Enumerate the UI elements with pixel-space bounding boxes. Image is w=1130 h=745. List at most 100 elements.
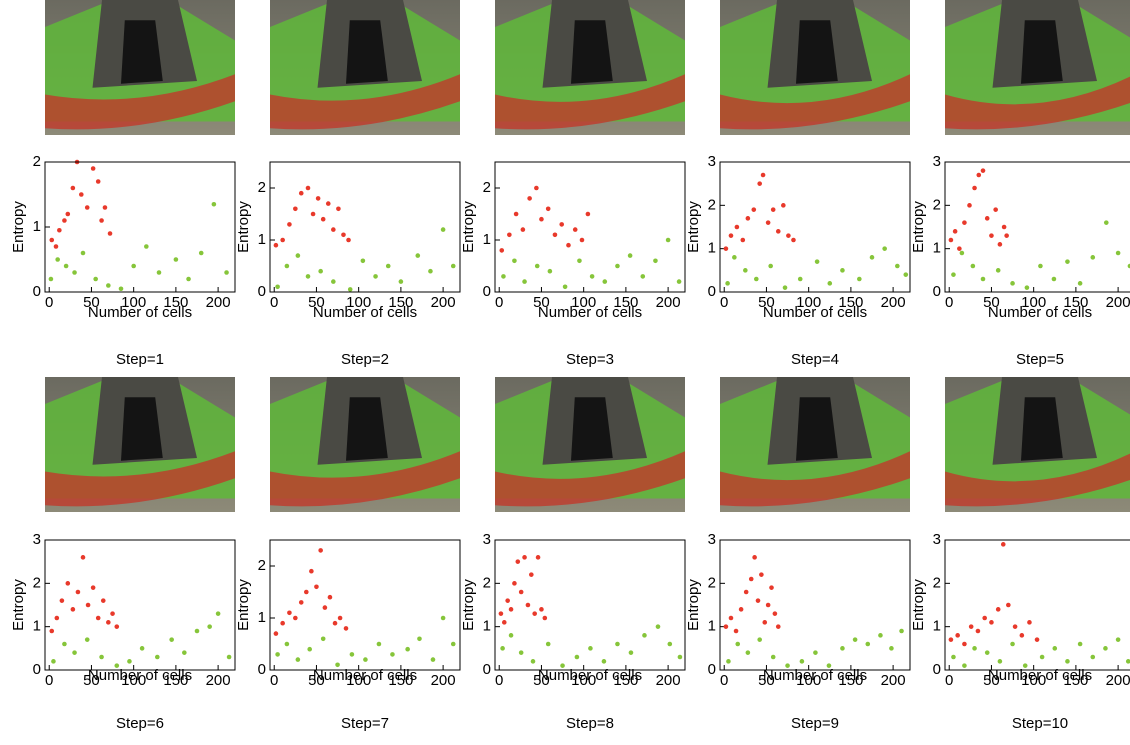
photo-red-region <box>720 451 910 507</box>
data-point <box>534 263 540 269</box>
x-tick-label: 50 <box>308 672 325 689</box>
data-point <box>127 659 132 664</box>
data-point <box>95 615 101 621</box>
data-point <box>530 659 536 664</box>
photo-red-region <box>495 74 685 130</box>
data-point <box>1077 641 1083 647</box>
data-point <box>139 646 145 651</box>
data-point <box>1034 637 1040 642</box>
data-point <box>341 232 346 238</box>
caption: Step=7 <box>341 715 389 732</box>
data-point <box>903 272 909 277</box>
plot-frame <box>494 161 686 293</box>
data-point <box>72 650 77 655</box>
x-tick-label: 150 <box>388 294 413 311</box>
panel: 0 1 2 0 50 100 150 200 Number of cells Entropy Ste… <box>235 377 461 732</box>
data-point <box>655 624 661 629</box>
data-point <box>751 207 757 212</box>
data-point <box>65 581 71 586</box>
data-point <box>57 227 62 233</box>
data-point <box>1115 250 1121 256</box>
panel: 0 1 2 3 0 50 100 150 200 Number of cells Entropy St… <box>685 377 911 732</box>
x-tick-label: 50 <box>83 672 100 689</box>
x-axis-label: Number of cells <box>538 304 642 321</box>
y-tick-label: 3 <box>483 531 491 548</box>
data-point <box>1027 620 1032 625</box>
data-point <box>615 263 620 269</box>
data-point <box>529 572 534 577</box>
data-point <box>337 615 343 621</box>
data-point <box>628 650 634 655</box>
photo-pit <box>346 20 388 84</box>
data-point <box>114 663 120 668</box>
data-point <box>53 244 59 249</box>
data-point <box>1012 624 1018 629</box>
data-point <box>155 654 160 660</box>
data-point <box>952 229 958 234</box>
y-tick-label: 0 <box>33 661 41 678</box>
data-point <box>450 263 456 269</box>
y-tick-label: 1 <box>33 618 41 635</box>
data-point <box>327 594 333 600</box>
y-tick-label: 0 <box>933 661 941 678</box>
data-point <box>725 281 730 286</box>
y-tick-label: 0 <box>933 283 941 300</box>
data-point <box>895 263 900 269</box>
data-point <box>534 185 539 191</box>
data-point <box>1051 276 1057 282</box>
data-point <box>951 272 956 277</box>
data-point <box>786 233 791 238</box>
data-point <box>760 172 766 178</box>
data-point <box>505 598 510 603</box>
data-point <box>501 620 507 625</box>
x-axis-label: Number of cells <box>988 304 1092 321</box>
data-point <box>840 268 845 273</box>
data-point <box>878 633 883 638</box>
data-point <box>360 258 366 264</box>
data-point <box>989 620 994 625</box>
data-point <box>114 624 120 629</box>
data-point <box>1006 602 1011 608</box>
x-axis-label: Number of cells <box>313 304 417 321</box>
photo-pit <box>1021 397 1063 461</box>
x-tick-label: 200 <box>1106 672 1130 689</box>
y-tick-label: 0 <box>258 283 266 300</box>
x-tick-label: 0 <box>720 672 728 689</box>
y-tick-label: 2 <box>258 557 266 574</box>
data-point <box>857 276 862 282</box>
data-point <box>665 237 671 243</box>
data-point <box>770 207 776 212</box>
data-point <box>49 237 55 243</box>
data-point <box>363 657 368 662</box>
data-point <box>59 598 65 603</box>
x-tick-label: 100 <box>346 672 371 689</box>
data-point <box>1039 654 1045 660</box>
data-point <box>1115 637 1121 642</box>
x-tick-label: 0 <box>270 294 278 311</box>
caption: Step=4 <box>791 351 839 368</box>
data-point <box>318 268 323 274</box>
data-point <box>428 268 433 274</box>
data-point <box>545 206 551 212</box>
data-point <box>307 646 312 652</box>
data-point <box>972 646 977 651</box>
data-point <box>955 633 960 638</box>
panel: 0 1 2 3 0 50 100 150 200 Number of cells Entropy St… <box>460 377 686 732</box>
data-point <box>984 216 990 221</box>
data-point <box>287 610 292 616</box>
panel: 0 1 2 3 0 50 100 150 200 Number of cells Entropy St… <box>910 0 1130 368</box>
panel: 0 1 2 0 50 100 150 200 Number of cells Entropy Ste… <box>10 0 236 368</box>
data-point <box>535 555 541 560</box>
data-point <box>65 211 71 217</box>
data-point <box>144 244 149 249</box>
data-point <box>385 263 391 269</box>
data-point <box>99 654 104 660</box>
y-tick-label: 0 <box>708 661 716 678</box>
y-tick-label: 2 <box>708 574 716 591</box>
data-point <box>588 646 593 651</box>
data-point <box>343 626 349 631</box>
data-point <box>577 258 582 264</box>
photo-red-region <box>45 74 235 130</box>
y-tick-label: 1 <box>33 218 41 235</box>
